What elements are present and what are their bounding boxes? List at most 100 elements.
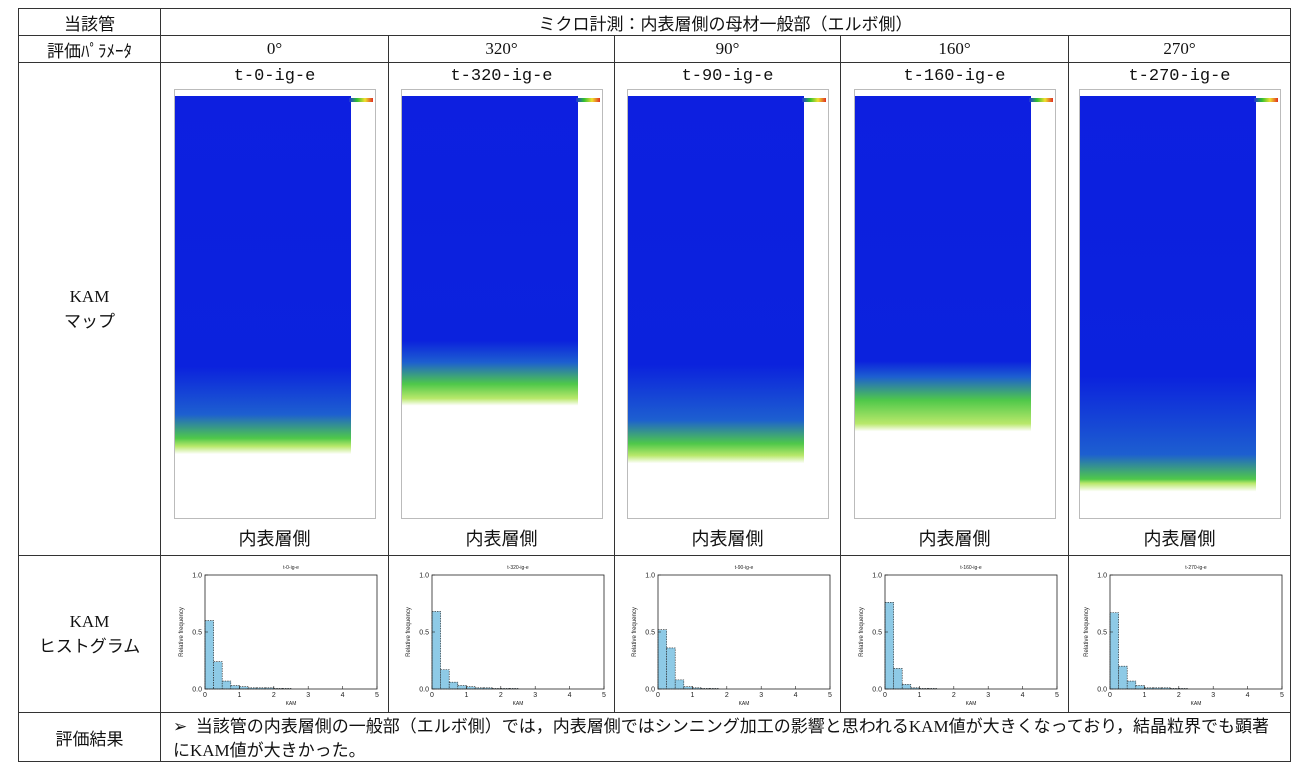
hist-bar [255, 687, 265, 690]
y-tick-label: 1.0 [872, 573, 882, 580]
x-tick-label: 2 [951, 692, 955, 699]
hist-cell: t-90-ig-e 0.0 0.5 1.0 0 1 2 3 4 5 KAM Relative freq… [614, 555, 841, 713]
hist-bar [901, 684, 911, 690]
kam-map-image [173, 89, 376, 519]
hist-bar [1135, 685, 1145, 690]
y-tick-label: 0.0 [192, 687, 202, 694]
x-tick-label: 0 [1108, 692, 1112, 699]
x-tick-label: 2 [1176, 692, 1180, 699]
kam-map-field [854, 96, 1031, 486]
hist-bar [439, 669, 449, 690]
map-caption: 内表層側 [691, 529, 764, 550]
hist-bar [910, 687, 920, 690]
hist-title: t-160-ig-e [960, 565, 982, 571]
map-column: t-0-ig-e 内表層側 [162, 64, 388, 555]
label-line: ヒストグラム [38, 636, 141, 656]
colorbar [348, 98, 373, 102]
y-tick-label: 1.0 [645, 573, 655, 580]
bullet: ➢ [173, 717, 188, 736]
kam-map-field [174, 96, 351, 494]
hist-bar [1152, 687, 1162, 690]
hist-title: t-0-ig-e [283, 565, 299, 571]
hist-bar [212, 661, 222, 690]
map-caption: 内表層側 [465, 529, 538, 550]
x-tick-label: 2 [498, 692, 502, 699]
histogram: t-90-ig-e 0.0 0.5 1.0 0 1 2 3 4 5 KAM Relative freq… [632, 565, 832, 707]
angle: 160° [840, 35, 1069, 63]
x-tick-label: 5 [1280, 692, 1284, 699]
x-tick-label: 3 [533, 692, 537, 699]
kam-map-field [401, 96, 578, 456]
x-tick-label: 3 [306, 692, 310, 699]
param-label: 評価ﾊﾟﾗﾒｰﾀ [18, 35, 161, 63]
map-column: t-90-ig-e 内表層側 [616, 64, 840, 555]
plot-frame [1109, 574, 1282, 690]
colorbar [575, 98, 600, 102]
hist-bar [1109, 612, 1119, 690]
kam-map-field [627, 96, 804, 491]
hist-bar [1117, 665, 1127, 690]
map-title: t-320-ig-e [450, 67, 553, 86]
y-tick-label: 0.0 [1097, 687, 1107, 694]
x-tick-label: 1 [917, 692, 921, 699]
hist-cell: t-160-ig-e 0.0 0.5 1.0 0 1 2 3 4 5 KAM Relative fre… [840, 555, 1069, 713]
map-cell: t-0-ig-e 内表層側 [160, 62, 389, 556]
angle: 320° [388, 35, 615, 63]
x-axis-label: KAM [738, 701, 749, 707]
y-axis-label: Relative frequency [632, 607, 638, 657]
y-tick-label: 0.5 [645, 630, 655, 637]
kam-map-image [400, 89, 603, 519]
map-caption: 内表層側 [918, 529, 991, 550]
hist-bar [657, 629, 667, 690]
x-tick-label: 4 [340, 692, 344, 699]
histogram: t-160-ig-e 0.0 0.5 1.0 0 1 2 3 4 5 KAM Relative fre… [859, 565, 1059, 707]
plot-frame [204, 574, 377, 690]
x-tick-label: 4 [1020, 692, 1024, 699]
hist-bar [457, 685, 467, 690]
histogram: t-320-ig-e 0.0 0.5 1.0 0 1 2 3 4 5 KAM Relative fre… [406, 565, 606, 707]
y-tick-label: 0.5 [192, 630, 202, 637]
plot-frame [657, 574, 830, 690]
histogram: t-270-ig-e 0.0 0.5 1.0 0 1 2 3 4 5 KAM Relative fre… [1084, 565, 1284, 707]
hist-title: t-270-ig-e [1185, 565, 1207, 571]
result-label: 評価結果 [18, 712, 161, 762]
result-text: 当該管の内表層側の一般部（エルボ側）では，内表層側ではシンニング加工の影響と思わ… [173, 717, 1270, 760]
map-title: t-0-ig-e [233, 67, 316, 86]
kam-map-image [853, 89, 1056, 519]
map-title: t-160-ig-e [903, 67, 1006, 86]
map-label: KAM マップ [18, 62, 161, 556]
x-tick-label: 0 [656, 692, 660, 699]
map-caption: 内表層側 [1143, 529, 1216, 550]
label-line: KAM [69, 286, 110, 306]
x-tick-label: 4 [567, 692, 571, 699]
result-text-box: ➢ 当該管の内表層側の一般部（エルボ側）では，内表層側ではシンニング加工の影響と… [162, 714, 1290, 761]
y-axis-label: Relative frequency [1084, 607, 1090, 657]
hist-title: t-90-ig-e [734, 565, 753, 571]
hist-label: KAM ヒストグラム [18, 555, 161, 713]
hist-bar [448, 681, 458, 690]
x-tick-label: 5 [602, 692, 606, 699]
x-tick-label: 4 [793, 692, 797, 699]
x-tick-label: 0 [203, 692, 207, 699]
kam-map-field [1079, 96, 1256, 508]
hist-cell: t-0-ig-e 0.0 0.5 1.0 0 1 2 3 4 5 KAM Relative frequ… [160, 555, 389, 713]
x-tick-label: 0 [883, 692, 887, 699]
x-tick-label: 1 [690, 692, 694, 699]
x-tick-label: 0 [430, 692, 434, 699]
colorbar [1028, 98, 1053, 102]
x-tick-label: 1 [464, 692, 468, 699]
y-tick-label: 1.0 [1097, 573, 1107, 580]
map-column: t-160-ig-e 内表層側 [842, 64, 1068, 555]
hist-bar [204, 620, 214, 690]
x-axis-label: KAM [512, 701, 523, 707]
hist-bar [431, 611, 441, 690]
x-tick-label: 2 [271, 692, 275, 699]
map-title: t-90-ig-e [681, 67, 774, 86]
kam-map-image [1078, 89, 1281, 519]
angle: 90° [614, 35, 841, 63]
hist-bar [892, 668, 902, 690]
hist-bar [674, 679, 684, 690]
x-tick-label: 4 [1245, 692, 1249, 699]
evaluation-table: 当該管 ミクロ計測：内表層側の母材一般部（エルボ側） 評価ﾊﾟﾗﾒｰﾀ 0° 3… [18, 8, 1291, 762]
